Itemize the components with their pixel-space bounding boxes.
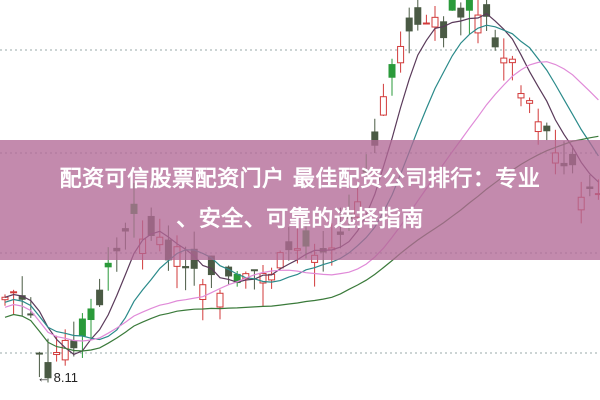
candle-body xyxy=(10,291,18,294)
title-line-2: 、安全、可靠的选择指南 xyxy=(176,207,424,232)
candle-body xyxy=(474,14,482,34)
candle-body xyxy=(465,0,473,11)
candle-body xyxy=(397,45,405,64)
article-title: 配资可信股票配资门户 最佳配资公司排行：专业 、安全、可靠的选择指南 xyxy=(0,160,600,240)
candle-body xyxy=(53,352,61,356)
candle-body xyxy=(70,340,78,349)
candle-body xyxy=(1,296,9,301)
candle-body xyxy=(500,57,508,64)
candle-body xyxy=(483,4,491,17)
candle-body xyxy=(457,7,465,18)
candle-body xyxy=(517,93,525,99)
candle-body xyxy=(182,266,190,269)
candle-body xyxy=(440,21,448,39)
candle-body xyxy=(414,7,422,25)
candle-body xyxy=(388,64,396,78)
candle-body xyxy=(78,318,86,337)
candle-body xyxy=(199,284,207,300)
candle-body xyxy=(61,339,69,361)
candle-body xyxy=(87,308,95,321)
candle-body xyxy=(44,362,52,379)
title-line-1: 配资可信股票配资门户 最佳配资公司排行：专业 xyxy=(59,167,541,192)
candle-body xyxy=(379,96,387,116)
low-price-value: 8.11 xyxy=(53,370,78,385)
candle-body xyxy=(104,262,112,268)
candle-body xyxy=(96,289,104,306)
candle-body xyxy=(534,121,542,133)
candle-body xyxy=(250,269,258,272)
candle-body xyxy=(259,272,267,284)
candle-body xyxy=(422,22,430,25)
low-price-label: ← 8.11 xyxy=(37,370,78,385)
candle-body xyxy=(508,58,516,64)
candle-body xyxy=(448,0,456,11)
candle-body xyxy=(35,352,43,355)
candle-body xyxy=(431,16,439,28)
ma-pink-line xyxy=(4,61,599,342)
candle-body xyxy=(405,17,413,32)
candle-body xyxy=(491,37,499,48)
candle-body xyxy=(526,100,534,104)
title-banner xyxy=(0,140,600,260)
candle-body xyxy=(543,125,551,132)
candle-body xyxy=(216,292,224,308)
